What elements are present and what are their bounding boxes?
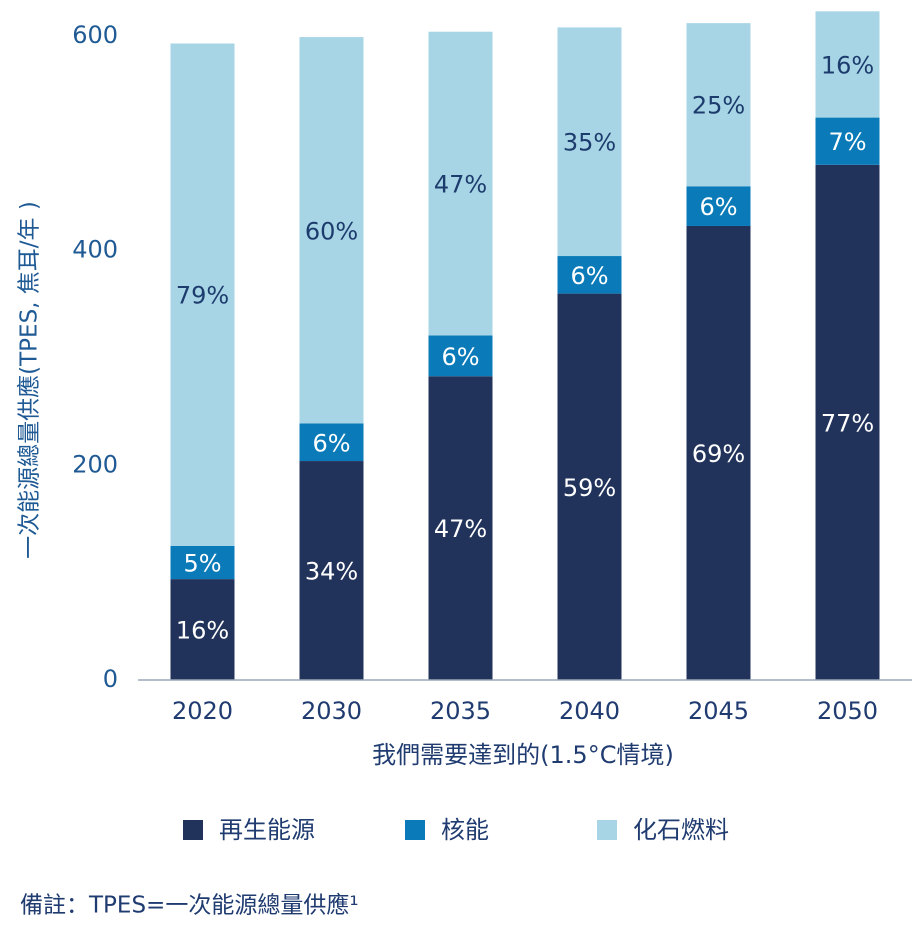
- y-tick-label: 200: [72, 450, 118, 478]
- data-label: 47%: [434, 171, 487, 199]
- bar-segment: [170, 43, 235, 546]
- data-label: 6%: [312, 429, 350, 457]
- note: 備註：TPES=一次能源總量供應¹: [20, 893, 359, 919]
- data-label: 60%: [305, 217, 358, 245]
- bar-segment: [815, 164, 880, 681]
- legend-swatch: [183, 820, 203, 840]
- legend-swatch: [597, 820, 617, 840]
- y-tick-label: 600: [72, 21, 118, 49]
- data-label: 6%: [570, 262, 608, 290]
- bar-segment: [557, 293, 622, 680]
- data-label: 16%: [821, 51, 874, 79]
- bar-segment: [428, 335, 493, 377]
- data-label: 69%: [692, 440, 745, 468]
- bar-segment: [557, 256, 622, 294]
- data-label: 6%: [699, 193, 737, 221]
- data-label: 5%: [183, 549, 221, 577]
- data-label: 79%: [176, 282, 229, 310]
- bar-segment: [428, 31, 493, 336]
- bar-segment: [686, 23, 751, 187]
- data-label: 59%: [563, 474, 616, 502]
- bar-segment: [815, 11, 880, 118]
- bar-segment: [815, 117, 880, 165]
- bar-segment: [299, 461, 364, 680]
- data-label: 6%: [441, 343, 479, 371]
- data-label: 77%: [821, 409, 874, 437]
- y-axis-label: 一次能源總量供應(TPES, 焦耳/年 ): [17, 201, 43, 559]
- x-axis-label: 我們需要達到的(1.5°C情境): [372, 741, 674, 769]
- y-tick-label: 0: [103, 665, 118, 693]
- x-tick-label: 2040: [559, 697, 620, 725]
- x-tick-label: 2050: [817, 697, 878, 725]
- bar-segment: [299, 423, 364, 462]
- data-label: 47%: [434, 515, 487, 543]
- legend-label: 化石燃料: [633, 816, 729, 844]
- bar-segment: [428, 376, 493, 680]
- data-label: 25%: [692, 92, 745, 120]
- bar-segment: [686, 225, 751, 681]
- x-tick-label: 2020: [172, 697, 233, 725]
- bar-segment: [299, 37, 364, 424]
- legend-label: 再生能源: [219, 816, 315, 844]
- data-label: 35%: [563, 129, 616, 157]
- y-tick-label: 400: [72, 236, 118, 264]
- data-label: 34%: [305, 558, 358, 586]
- bar-segment: [170, 545, 235, 580]
- data-label: 7%: [828, 128, 866, 156]
- legend-swatch: [405, 820, 425, 840]
- x-tick-label: 2045: [688, 697, 749, 725]
- x-tick-label: 2035: [430, 697, 491, 725]
- bar-segment: [557, 27, 622, 257]
- bar-segment: [170, 579, 235, 680]
- x-tick-label: 2030: [301, 697, 362, 725]
- legend-label: 核能: [441, 816, 489, 844]
- data-label: 16%: [176, 617, 229, 645]
- bar-segment: [686, 186, 751, 226]
